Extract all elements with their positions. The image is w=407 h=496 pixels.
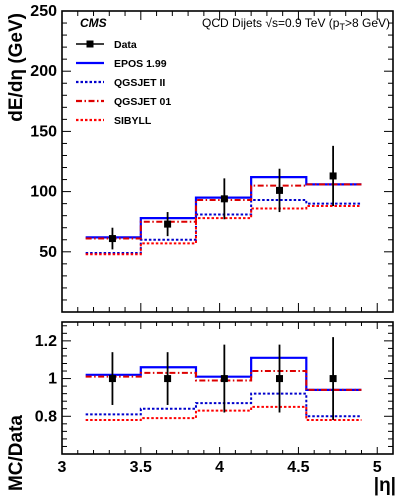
cms-label: CMS [80,16,107,30]
x-tick-label: 4 [215,459,224,476]
x-tick-label: 3 [58,459,67,476]
x-tick-label: 5 [373,459,382,476]
x-axis-title: |η| [374,475,396,496]
legend-data-marker [86,40,94,48]
legend: Data EPOS 1.99 QGSJET II QGSJET 01 SIBYLL [76,39,171,127]
top-y-axis-title: dE/dη (GeV) [6,13,27,122]
legend-label: SIBYLL [114,115,152,127]
ratio-y-axis-title: MC/Data [6,415,27,491]
ratio-y-tick-label: 0.8 [35,408,57,425]
top-axis-ticks: 50 100 150 200 250 [30,3,394,313]
x-tick-label: 3.5 [130,459,152,476]
x-tick-label: 4.5 [287,459,309,476]
ratio-data-point [329,375,337,383]
top-series-sibyll [85,205,362,256]
legend-label: Data [114,39,137,51]
top-plot-frame [61,10,394,313]
top-data-point [220,195,228,203]
info-subscript: T [339,22,345,32]
info-suffix: >8 GeV) [345,16,390,30]
ratio-data-point [276,375,284,383]
legend-label: QGSJET II [114,77,165,89]
ratio-y-tick-label: 1.2 [35,333,57,350]
ratio-series-qgsjet-01 [85,370,362,391]
top-series-group [85,145,362,256]
ratio-data-point [220,375,228,383]
top-y-tick-label: 100 [30,184,57,201]
info-sqrt-s: √s=0.9 TeV (p [265,16,339,30]
info-prefix: QCD Dijets [202,16,265,30]
top-data-point [329,172,337,180]
ratio-axis-ticks: 0.8 1 1.2 3 3.5 4 4.5 5 [35,322,394,476]
ratio-series-group [85,337,362,422]
top-y-tick-label: 200 [30,63,57,80]
ratio-series-sibyll [85,405,362,422]
ratio-data-point [108,375,116,383]
top-data-point [164,220,172,228]
info-label: QCD Dijets √s=0.9 TeV (pT>8 GeV) [202,16,390,32]
top-y-tick-label: 250 [30,3,57,20]
top-y-tick-label: 150 [30,123,57,140]
legend-label: EPOS 1.99 [114,58,167,70]
top-y-tick-label: 50 [39,244,57,261]
ratio-plot-frame [61,321,394,455]
legend-label: QGSJET 01 [114,96,171,108]
ratio-y-tick-label: 1 [48,371,57,388]
ratio-data-point [164,375,172,383]
top-data-point [108,235,116,243]
top-data-point [276,186,284,194]
